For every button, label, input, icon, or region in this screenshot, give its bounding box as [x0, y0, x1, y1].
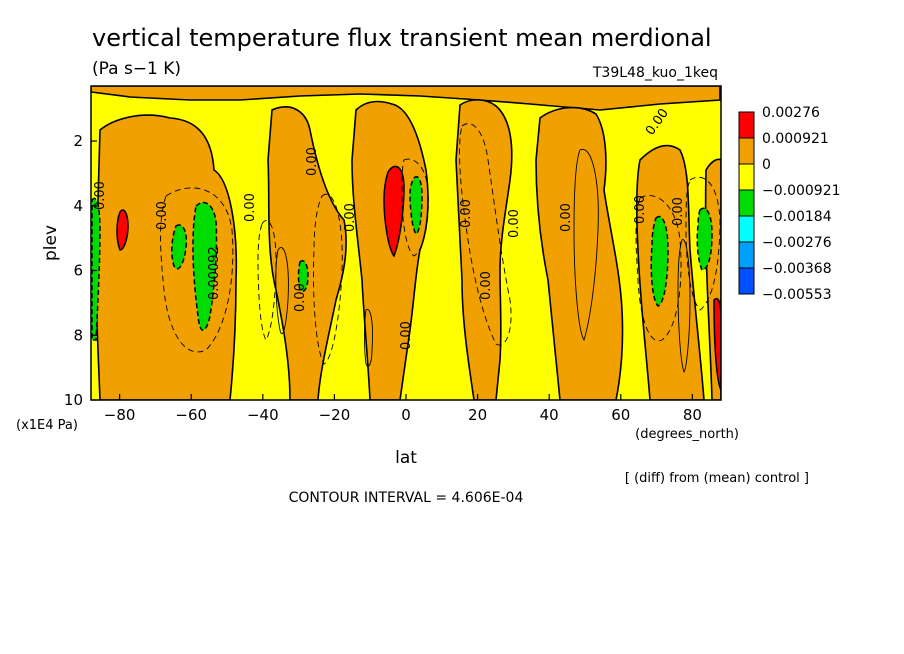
orange-band-equatorial	[351, 100, 429, 400]
contour-label: 0.00	[243, 193, 258, 222]
y-tick-label: 6	[73, 262, 83, 280]
dashed-contour-5	[635, 195, 682, 342]
x-tick-label: 0	[401, 406, 411, 424]
legend-swatch	[738, 241, 755, 269]
legend-label: 0.00276	[762, 105, 820, 121]
contour-label: 0.00	[479, 271, 494, 300]
x-tick-label: −20	[319, 406, 351, 424]
legend-label: −0.00553	[762, 287, 832, 303]
dashed-contour-6	[685, 176, 721, 311]
negative-contour-lines	[160, 123, 721, 365]
green-region-north-1	[650, 215, 669, 307]
contour-label: 0.00	[507, 209, 522, 238]
plot-area: 0.00 0.00 0.00092 0.00 0.00 0.00 0.00 0.…	[91, 86, 721, 400]
contour-label: 0.00	[293, 283, 308, 312]
y-tick-label: 4	[73, 197, 83, 215]
thin-contour-2	[573, 148, 599, 342]
x-axis: −80 −60 −40 −20 0 20 40 60 80	[104, 394, 702, 424]
run-label: T39L48_kuo_1keq	[592, 65, 718, 81]
orange-band-north-mid	[535, 106, 624, 400]
dashed-contour-3	[313, 193, 343, 365]
x-tick-label: 40	[540, 406, 559, 424]
thin-contour-3	[677, 239, 691, 373]
red-region-equator	[383, 165, 405, 258]
legend-label: −0.00368	[762, 261, 832, 277]
green-region-south-1	[192, 201, 218, 331]
y-axis: 2 4 6 8 10	[64, 132, 97, 409]
contour-label: 0.00	[93, 181, 108, 210]
contour-label: 0.00092	[207, 246, 222, 300]
legend-swatch	[738, 267, 755, 295]
x-tick-label: −80	[104, 406, 136, 424]
orange-band-north-tropics	[455, 99, 513, 400]
x-axis-label: lat	[395, 448, 417, 468]
contour-label-group: 0.00 0.00 0.00092 0.00 0.00 0.00 0.00 0.…	[93, 106, 686, 350]
y-tick-label: 8	[73, 326, 83, 344]
green-region-north-2	[696, 207, 713, 271]
legend-label: 0.000921	[762, 131, 829, 147]
legend-label: −0.000921	[762, 183, 841, 199]
color-legend: 0.00276 0.000921 0 −0.000921 −0.00184 −0.0027…	[738, 105, 841, 303]
dashed-contour-7	[401, 158, 429, 257]
legend-label: −0.00276	[762, 235, 832, 251]
x-axis-units: (degrees_north)	[635, 427, 739, 442]
contour-interval: CONTOUR INTERVAL = 4.606E-04	[289, 490, 524, 506]
comparison-note: [ (diff) from (mean) control ]	[625, 471, 809, 486]
contour-lines	[275, 148, 691, 373]
contour-label: 0.00	[559, 203, 574, 232]
contour-label: 0.00	[633, 195, 648, 224]
green-region-subtropic	[297, 260, 309, 292]
green-region-south-edge	[91, 197, 101, 341]
thin-contour-1	[275, 247, 289, 335]
green-region-south-2	[171, 224, 188, 270]
x-tick-label: −60	[175, 406, 207, 424]
negative-regions	[91, 176, 713, 341]
x-tick-label: 80	[683, 406, 702, 424]
legend-label: 0	[762, 157, 771, 173]
legend-swatch	[738, 111, 755, 139]
x-tick-label: 20	[468, 406, 487, 424]
orange-band-south-upper	[267, 106, 347, 400]
y-axis-label: plev	[41, 225, 61, 261]
chart-title: vertical temperature flux transient mean…	[92, 24, 712, 52]
contour-label: 0.00	[459, 199, 474, 228]
chart-units: (Pa s−1 K)	[92, 59, 181, 79]
y-tick-label: 2	[73, 132, 83, 150]
legend-swatch	[738, 215, 755, 243]
contour-label: 0.00	[305, 147, 320, 176]
legend-label: −0.00184	[762, 209, 832, 225]
y-axis-units: (x1E4 Pa)	[16, 418, 78, 433]
y-tick-label: 10	[64, 391, 83, 409]
thin-contour-4	[364, 308, 373, 367]
legend-swatch	[738, 189, 755, 217]
dashed-contour-4	[459, 123, 512, 346]
legend-swatch	[738, 137, 755, 165]
contour-label: 0.00	[399, 321, 414, 350]
contour-label: 0.00	[343, 203, 358, 232]
dashed-contour-2	[257, 220, 277, 341]
orange-band-north-high	[635, 144, 705, 400]
x-tick-label: 60	[611, 406, 630, 424]
contour-label: 0.00	[155, 201, 170, 230]
contour-label: 0.00	[671, 197, 686, 226]
orange-band-top-left	[91, 86, 721, 111]
dashed-contour-1	[160, 187, 234, 353]
x-tick-label: −40	[247, 406, 279, 424]
red-region-south	[116, 209, 129, 251]
legend-swatch	[738, 163, 755, 191]
green-region-equator	[409, 176, 423, 235]
